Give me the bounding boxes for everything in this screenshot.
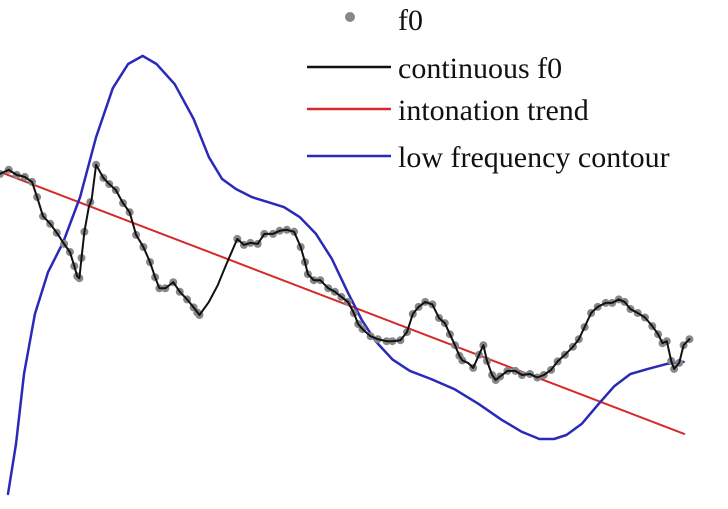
legend-label-intonation-trend: intonation trend [398, 94, 589, 127]
legend-label-low-frequency-contour: low frequency contour [398, 141, 670, 174]
legend-f0-marker [345, 12, 355, 22]
series-line-intonation-trend [0, 170, 686, 435]
series-line-low-frequency-contour [6, 54, 685, 496]
legend: f0 continuous f0 intonation trend low fr… [307, 4, 670, 174]
plot-area [0, 54, 694, 496]
legend-label-f0: f0 [398, 4, 423, 37]
series-line-continuous-f0 [0, 163, 691, 381]
legend-label-continuous-f0: continuous f0 [398, 52, 562, 85]
